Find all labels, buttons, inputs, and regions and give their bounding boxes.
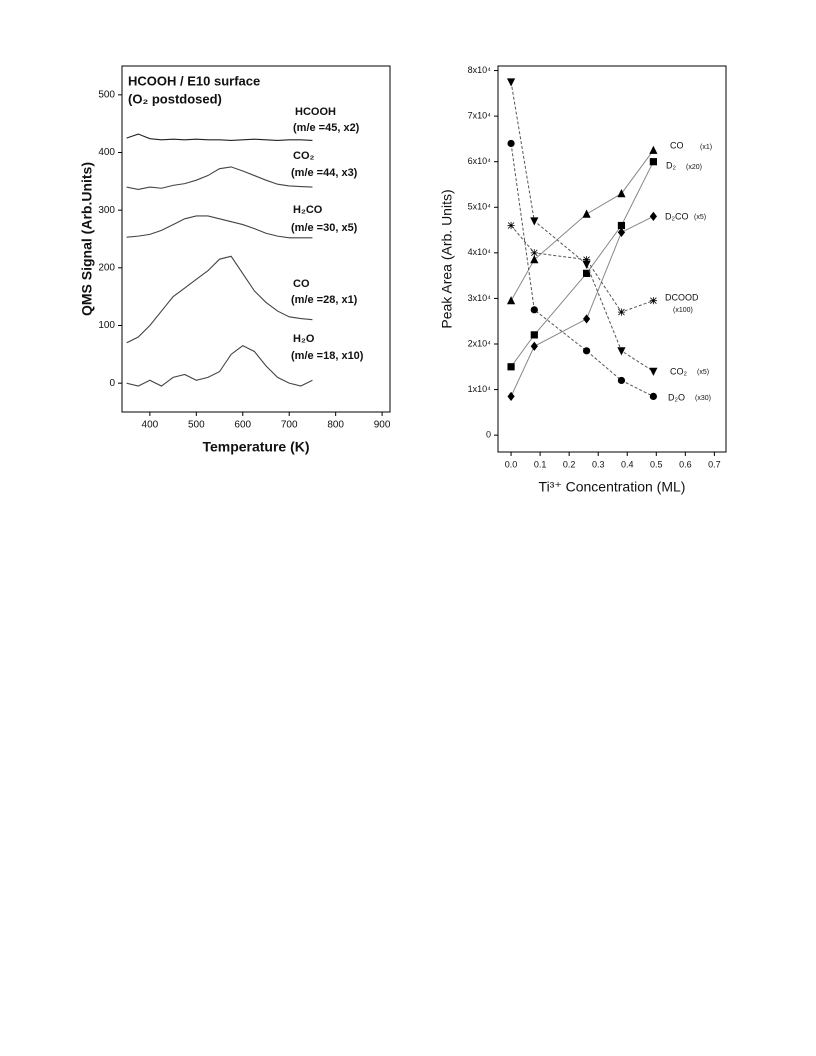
marker bbox=[649, 392, 657, 401]
y-tick-label: 100 bbox=[98, 320, 115, 331]
series-detail: (m/e =44, x3) bbox=[291, 167, 358, 179]
series-detail: (x5) bbox=[697, 369, 709, 376]
series-detail: (m/e =18, x10) bbox=[291, 350, 364, 362]
marker bbox=[507, 363, 515, 371]
x-axis-label: Temperature (K) bbox=[202, 439, 309, 455]
y-tick-label: 0 bbox=[486, 430, 491, 440]
y-tick-label: 500 bbox=[98, 89, 115, 100]
marker bbox=[530, 306, 538, 314]
series-label: D₂ bbox=[666, 160, 676, 170]
x-tick-label: 0.3 bbox=[592, 459, 605, 469]
x-tick-label: 800 bbox=[327, 420, 344, 431]
series-label: CO₂ bbox=[293, 150, 315, 162]
marker bbox=[530, 217, 539, 226]
marker bbox=[617, 189, 626, 198]
chart-title: HCOOH / E10 surface bbox=[128, 73, 260, 88]
x-tick-label: 0.5 bbox=[650, 459, 663, 469]
marker bbox=[649, 297, 657, 305]
series-detail: (x100) bbox=[673, 307, 693, 314]
series-label: CO bbox=[293, 278, 310, 290]
marker bbox=[530, 249, 538, 257]
series-detail: (m/e =45, x2) bbox=[293, 122, 360, 134]
plot-frame bbox=[121, 65, 391, 413]
x-tick-label: 0.2 bbox=[563, 459, 576, 469]
series-label: DCOOD bbox=[665, 292, 699, 302]
series-label: CO₂ bbox=[670, 366, 688, 376]
y-tick-label: 0 bbox=[109, 378, 115, 389]
series-line bbox=[510, 215, 654, 397]
y-axis-label: QMS Signal (Arb.Units) bbox=[79, 162, 95, 316]
series-label: HCOOH bbox=[295, 106, 336, 118]
series-line bbox=[510, 225, 654, 313]
y-tick-label: 5x10⁴ bbox=[468, 202, 492, 212]
x-tick-label: 600 bbox=[234, 420, 251, 431]
x-tick-label: 0.7 bbox=[708, 459, 721, 469]
marker bbox=[649, 145, 658, 154]
marker bbox=[649, 211, 657, 221]
y-tick-label: 1x10⁴ bbox=[468, 384, 492, 394]
marker bbox=[507, 221, 515, 230]
x-tick-label: 400 bbox=[142, 420, 159, 431]
marker bbox=[506, 78, 516, 87]
x-tick-label: 700 bbox=[281, 420, 298, 431]
marker bbox=[582, 260, 591, 269]
y-tick-label: 300 bbox=[98, 205, 115, 216]
y-tick-label: 3x10⁴ bbox=[468, 293, 492, 303]
marker bbox=[530, 341, 538, 351]
chart-subtitle: (O₂ postdosed) bbox=[128, 91, 222, 106]
series-detail: (m/e =28, x1) bbox=[291, 294, 358, 306]
x-tick-label: 0.1 bbox=[534, 459, 547, 469]
marker bbox=[582, 209, 591, 218]
series-detail: (m/e =30, x5) bbox=[291, 222, 358, 234]
series-label: H₂CO bbox=[293, 204, 323, 216]
marker bbox=[582, 347, 591, 355]
marker bbox=[507, 391, 515, 402]
y-tick-label: 8x10⁴ bbox=[468, 65, 492, 75]
marker bbox=[617, 221, 626, 230]
marker bbox=[617, 308, 626, 316]
x-axis-label: Ti³⁺ Concentration (ML) bbox=[539, 479, 686, 495]
series-line bbox=[126, 133, 313, 141]
series-detail: (x1) bbox=[700, 144, 712, 151]
x-tick-label: 0.6 bbox=[679, 459, 692, 469]
marker bbox=[649, 158, 657, 166]
series-label: H₂O bbox=[293, 333, 315, 345]
marker bbox=[507, 139, 515, 148]
marker bbox=[582, 256, 591, 264]
series-label: CO bbox=[670, 140, 684, 150]
x-tick-label: 500 bbox=[188, 420, 205, 431]
series-label: D₂O bbox=[668, 392, 685, 402]
series-detail: (x30) bbox=[695, 395, 711, 402]
marker bbox=[582, 269, 591, 277]
marker bbox=[649, 367, 658, 376]
x-tick-label: 900 bbox=[374, 420, 391, 431]
marker bbox=[582, 314, 591, 324]
y-tick-label: 400 bbox=[98, 147, 115, 158]
series-detail: (x5) bbox=[694, 214, 706, 221]
marker bbox=[617, 227, 626, 237]
plot-frame bbox=[497, 65, 727, 453]
series-label: D₂CO bbox=[665, 211, 689, 221]
series-line bbox=[126, 345, 313, 387]
series-line bbox=[126, 215, 313, 239]
y-tick-label: 200 bbox=[98, 262, 115, 273]
series-line bbox=[126, 255, 313, 344]
x-tick-label: 0.0 bbox=[505, 459, 518, 469]
x-tick-label: 0.4 bbox=[621, 459, 634, 469]
marker bbox=[617, 376, 626, 385]
marker bbox=[617, 347, 626, 356]
series-line bbox=[510, 143, 654, 397]
y-tick-label: 7x10⁴ bbox=[468, 111, 492, 121]
y-tick-label: 4x10⁴ bbox=[468, 247, 492, 257]
marker bbox=[530, 331, 538, 339]
y-tick-label: 6x10⁴ bbox=[468, 156, 492, 166]
y-axis-label: Peak Area (Arb. Units) bbox=[439, 189, 455, 328]
series-line bbox=[126, 166, 313, 190]
marker bbox=[506, 296, 516, 305]
marker bbox=[530, 255, 539, 264]
y-tick-label: 2x10⁴ bbox=[468, 338, 492, 348]
series-detail: (x20) bbox=[686, 164, 702, 171]
